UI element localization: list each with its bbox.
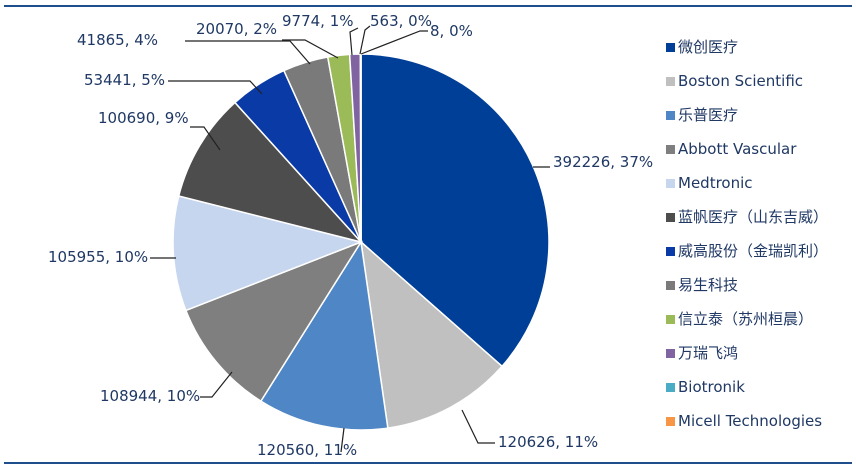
leader-line-8 — [185, 40, 311, 65]
leader-line-4 — [200, 371, 233, 398]
legend-swatch-7 — [666, 247, 675, 256]
data-label-7: 53441, 5% — [84, 71, 165, 89]
legend-swatch-11 — [666, 383, 675, 392]
leader-line-12 — [360, 30, 428, 55]
legend-label-5: Medtronic — [678, 174, 753, 192]
pie-slice-4 — [184, 240, 363, 403]
data-label-8: 41865, 4% — [77, 31, 158, 49]
top-rule — [4, 5, 852, 7]
leader-line-7 — [168, 80, 263, 95]
pie-slice-2 — [359, 240, 504, 429]
pie-slice-5 — [172, 195, 364, 312]
legend-label-8: 易生科技 — [678, 276, 738, 294]
leader-line-2 — [461, 409, 495, 444]
legend-label-10: 万瑞飞鸿 — [678, 344, 738, 362]
data-label-2: 120626, 11% — [498, 433, 598, 451]
legend-label-6: 蓝帆医疗（山东吉威） — [678, 208, 828, 226]
data-label-6: 100690, 9% — [98, 109, 189, 127]
pie-slice-3 — [259, 239, 389, 431]
data-label-3: 120560, 11% — [257, 441, 357, 459]
data-label-5: 105955, 10% — [48, 248, 148, 266]
legend-label-12: Micell Technologies — [678, 412, 822, 430]
data-label-1: 392226, 37% — [553, 153, 653, 171]
data-label-4: 108944, 10% — [100, 387, 200, 405]
data-labels: 392226, 37% 120626, 11% 120560, 11% 108944,… — [48, 12, 653, 459]
legend-label-2: Boston Scientific — [678, 72, 803, 90]
leader-line-10 — [349, 27, 359, 56]
legend-label-9: 信立泰（苏州桓晨） — [678, 310, 813, 328]
legend-swatch-6 — [666, 213, 675, 222]
leader-line-6 — [190, 126, 221, 151]
data-label-10: 9774, 1% — [282, 12, 354, 30]
legend-swatch-8 — [666, 281, 675, 290]
leader-line-9 — [282, 39, 339, 59]
legend-swatch-2 — [666, 77, 675, 86]
data-label-9: 20070, 2% — [196, 20, 277, 38]
pie-slice-1 — [360, 53, 550, 368]
legend-swatch-9 — [666, 315, 675, 324]
legend-label-11: Biotronik — [678, 378, 745, 396]
pie-slices — [172, 53, 550, 431]
leader-line-11 — [359, 25, 371, 55]
bottom-rule — [4, 462, 852, 464]
leader-line-3 — [340, 427, 345, 453]
legend-label-3: 乐普医疗 — [678, 106, 738, 124]
legend-label-4: Abbott Vascular — [678, 140, 797, 158]
pie-slice-6 — [177, 101, 364, 244]
legend-swatch-10 — [666, 349, 675, 358]
data-label-11: 563, 0% — [370, 12, 432, 30]
leader-lines — [150, 25, 550, 453]
legend-label-7: 威高股份（金瑞凯利） — [678, 242, 828, 260]
legend-label-1: 微创医疗 — [678, 38, 738, 56]
data-label-12: 8, 0% — [430, 22, 473, 40]
legend-swatch-1 — [666, 43, 675, 52]
legend: 微创医疗 Boston Scientific 乐普医疗 Abbott Vascular… — [666, 38, 828, 430]
legend-swatch-12 — [666, 417, 675, 426]
legend-swatch-5 — [666, 179, 675, 188]
legend-swatch-3 — [666, 111, 675, 120]
legend-swatch-4 — [666, 145, 675, 154]
